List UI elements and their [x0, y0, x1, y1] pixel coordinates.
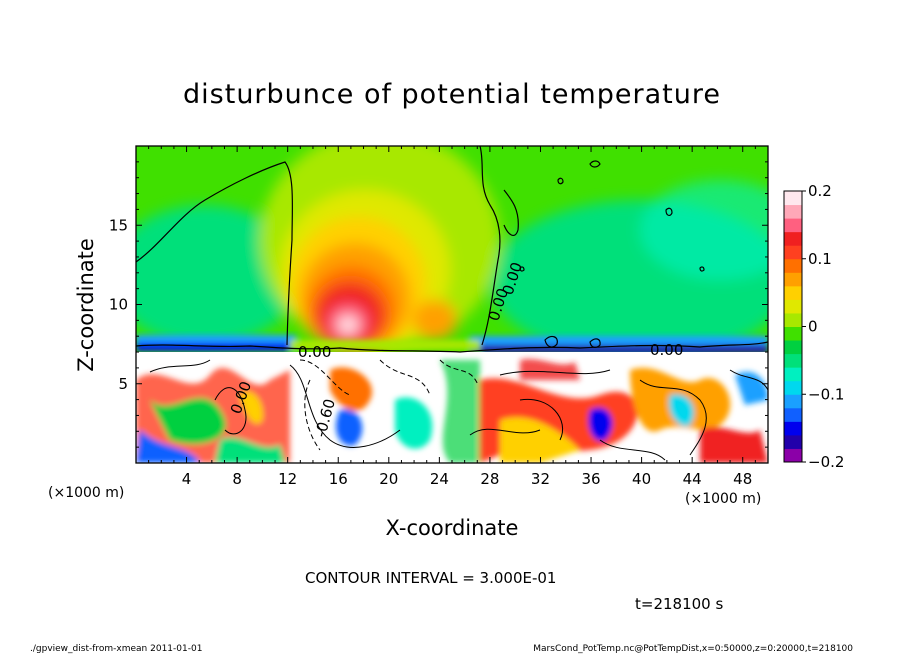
x-axis: 4 8 12 16 20 24 28 32 36 40 44 48 — [148, 146, 756, 488]
x-unit-left: (×1000 m) — [48, 485, 124, 501]
y-tick-label: 10 — [109, 296, 128, 314]
colorbar-swatch — [784, 326, 802, 341]
x-tick-label: 16 — [329, 470, 348, 488]
upper-field — [136, 146, 768, 360]
x-tick-label: 44 — [683, 470, 702, 488]
colorbar-swatch — [784, 191, 802, 206]
x-tick-label: 36 — [581, 470, 600, 488]
time-label: t=218100 s — [635, 595, 723, 613]
x-tick-label: 20 — [379, 470, 398, 488]
colorbar-swatch — [784, 340, 802, 355]
colorbar: 0.2 0.1 0 −0.1 −0.2 — [783, 182, 844, 471]
x-axis-label: X-coordinate — [386, 516, 519, 540]
contour-label: 0.00 — [298, 343, 331, 361]
colorbar-tick-label: 0.1 — [808, 250, 832, 268]
colorbar-tick-label: −0.2 — [808, 453, 844, 471]
x-tick-label: 24 — [430, 470, 449, 488]
footer-right: MarsCond_PotTemp.nc@PotTempDist,x=0:5000… — [533, 644, 853, 654]
x-unit-right: (×1000 m) — [685, 491, 761, 507]
contour-label: 0.00 — [650, 341, 683, 359]
colorbar-swatch — [784, 245, 802, 260]
colorbar-tick-label: 0.2 — [808, 182, 832, 200]
x-tick-label: 8 — [232, 470, 242, 488]
y-axis: 5 10 15 — [109, 161, 768, 448]
colorbar-swatch — [784, 258, 802, 273]
y-axis-label: Z-coordinate — [74, 238, 98, 372]
colorbar-swatch — [784, 204, 802, 219]
colorbar-swatch — [784, 218, 802, 233]
x-tick-label: 4 — [182, 470, 192, 488]
colorbar-swatch — [784, 380, 802, 395]
x-tick-label: 28 — [480, 470, 499, 488]
colorbar-swatch — [784, 285, 802, 300]
colorbar-swatch — [784, 353, 802, 368]
x-tick-label: 32 — [531, 470, 550, 488]
colorbar-swatch — [784, 434, 802, 449]
x-tick-label: 48 — [733, 470, 752, 488]
colorbar-swatch — [784, 299, 802, 314]
x-tick-label: 12 — [278, 470, 297, 488]
colorbar-swatch — [784, 367, 802, 382]
y-tick-label: 5 — [118, 375, 128, 393]
x-tick-label: 40 — [632, 470, 651, 488]
colorbar-swatch — [784, 272, 802, 287]
y-tick-label: 15 — [109, 216, 128, 234]
colorbar-swatch — [784, 448, 802, 463]
plot-area: 0.00 0.00 0.00 -0.60 0.00 0.00 — [136, 146, 768, 463]
colorbar-swatch — [784, 421, 802, 436]
colorbar-tick-label: 0 — [808, 318, 818, 336]
colorbar-tick-label: −0.1 — [808, 385, 844, 403]
chart-title: disturbunce of potential temperature — [183, 79, 721, 110]
colorbar-swatch — [784, 231, 802, 246]
contour-lines — [136, 146, 768, 353]
colorbar-swatch — [784, 394, 802, 409]
colorbar-swatch — [784, 407, 802, 422]
lower-field — [136, 352, 768, 463]
contour-interval: CONTOUR INTERVAL = 3.000E-01 — [305, 569, 556, 587]
colorbar-swatch — [784, 312, 802, 327]
footer-left: ./gpview_dist-from-xmean 2011-01-01 — [30, 644, 202, 654]
